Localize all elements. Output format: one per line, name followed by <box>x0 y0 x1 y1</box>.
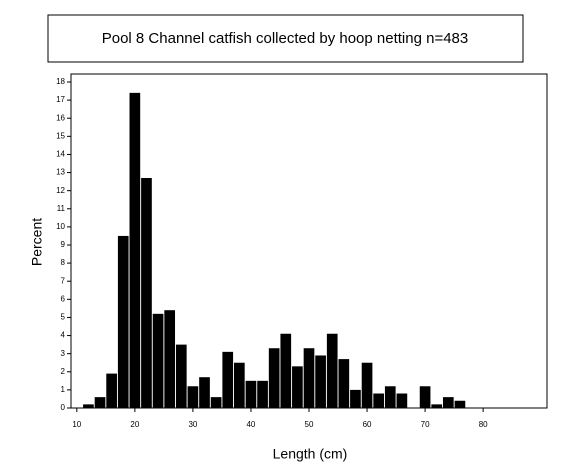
y-tick-label: 4 <box>61 331 66 340</box>
x-tick-label: 30 <box>188 420 197 429</box>
y-tick-label: 5 <box>61 313 66 322</box>
bar <box>117 235 129 408</box>
bar <box>106 373 117 408</box>
bar <box>326 333 338 408</box>
bar <box>350 389 361 408</box>
bar <box>280 333 292 408</box>
y-tick-label: 9 <box>61 240 66 249</box>
bar <box>175 344 187 408</box>
x-axis-label: Length (cm) <box>273 446 348 462</box>
bar <box>419 386 431 408</box>
x-tick-label: 60 <box>363 420 372 429</box>
bar <box>454 400 466 408</box>
bar <box>257 380 268 408</box>
bar <box>315 355 326 408</box>
bar <box>338 359 350 408</box>
bar <box>384 386 396 408</box>
y-tick-label: 11 <box>57 204 66 213</box>
y-tick-label: 1 <box>61 385 66 394</box>
bar <box>292 366 303 408</box>
x-tick-label: 40 <box>246 420 255 429</box>
bar <box>164 310 176 408</box>
bar <box>361 362 373 408</box>
bar <box>199 377 210 408</box>
x-tick-label: 10 <box>72 420 81 429</box>
y-tick-label: 0 <box>61 403 66 412</box>
bar <box>431 404 443 408</box>
bar <box>152 313 164 408</box>
bar <box>442 397 454 408</box>
y-tick-label: 12 <box>56 186 65 195</box>
bar <box>396 393 408 408</box>
y-tick-label: 10 <box>56 222 65 231</box>
title-box <box>47 14 524 63</box>
y-tick-label: 15 <box>56 131 65 140</box>
bar <box>303 348 315 408</box>
bar <box>245 380 257 408</box>
y-tick-label: 6 <box>61 294 66 303</box>
bar <box>268 348 280 408</box>
y-axis-label: Percent <box>29 218 45 266</box>
bar <box>94 397 106 408</box>
bar <box>234 362 245 408</box>
y-tick-label: 3 <box>61 349 66 358</box>
bar <box>83 404 94 408</box>
bar <box>222 351 234 408</box>
bar <box>210 397 222 408</box>
x-tick-label: 80 <box>479 420 488 429</box>
y-tick-label: 7 <box>61 276 66 285</box>
bar <box>129 92 141 408</box>
bar <box>187 386 199 408</box>
x-tick-label: 20 <box>130 420 139 429</box>
y-tick-label: 14 <box>56 150 65 159</box>
bar <box>373 393 384 408</box>
y-tick-label: 16 <box>56 113 65 122</box>
y-tick-label: 8 <box>61 258 66 267</box>
bar <box>141 177 152 408</box>
y-tick-label: 17 <box>56 95 65 104</box>
x-tick-label: 70 <box>421 420 430 429</box>
x-tick-label: 50 <box>305 420 314 429</box>
chart-title: Pool 8 Channel catfish collected by hoop… <box>102 30 469 47</box>
y-tick-label: 18 <box>56 77 65 86</box>
y-tick-label: 2 <box>61 367 66 376</box>
y-tick-label: 13 <box>56 168 65 177</box>
